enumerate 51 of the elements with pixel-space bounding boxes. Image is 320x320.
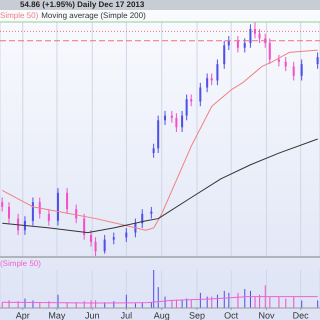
- candlestick: [66, 188, 68, 214]
- chart-title: 54.86 (+1.95%) Daily Dec 17 2013: [0, 0, 320, 10]
- candlestick: [278, 54, 280, 67]
- candlestick: [17, 213, 20, 236]
- x-tick-label: Jun: [84, 310, 100, 320]
- candlestick: [216, 58, 218, 86]
- x-tick-label: Nov: [258, 310, 275, 320]
- candlestick: [48, 208, 50, 226]
- text: Simple 50): [0, 11, 38, 20]
- x-tick-label: May: [48, 310, 66, 320]
- candlestick: [190, 94, 192, 107]
- candlestick: [210, 72, 213, 86]
- candlestick: [32, 197, 34, 226]
- candlestick: [1, 197, 4, 212]
- candlestick: [8, 202, 10, 224]
- candlestick: [223, 40, 226, 70]
- x-tick-label: Aug: [154, 310, 170, 320]
- x-tick-label: Dec: [292, 310, 310, 320]
- candlestick: [186, 94, 188, 121]
- candlestick: [206, 72, 208, 93]
- candlestick: [38, 197, 41, 220]
- candlestick: [164, 110, 166, 126]
- candlestick: [141, 208, 144, 228]
- candlestick: [112, 232, 115, 245]
- text: (Simple 50): [0, 259, 41, 268]
- candlestick: [199, 82, 202, 107]
- candlestick: [292, 61, 295, 81]
- candlestick: [150, 206, 152, 220]
- x-tick-label: Oct: [224, 310, 239, 320]
- candlestick: [228, 36, 230, 51]
- candlestick: [249, 24, 252, 48]
- candlestick: [104, 234, 106, 254]
- candlestick: [244, 38, 246, 53]
- candlestick: [90, 230, 92, 248]
- candlestick: [170, 110, 173, 124]
- x-tick-label: Sep: [189, 310, 206, 320]
- text: Moving average (Simple 200): [41, 11, 146, 20]
- candlestick: [258, 28, 261, 44]
- candlestick: [316, 52, 319, 70]
- candlestick: [236, 36, 239, 53]
- x-tick-label: Apr: [16, 310, 30, 320]
- candlestick: [181, 110, 184, 132]
- candlestick: [284, 56, 287, 72]
- candlestick: [125, 227, 128, 242]
- candlestick: [300, 58, 303, 81]
- candlestick: [175, 112, 178, 132]
- x-tick-label: Jul: [120, 310, 132, 320]
- candlestick: [152, 143, 155, 158]
- candlestick: [83, 213, 86, 240]
- candlestick: [268, 38, 271, 65]
- candlestick: [94, 236, 97, 256]
